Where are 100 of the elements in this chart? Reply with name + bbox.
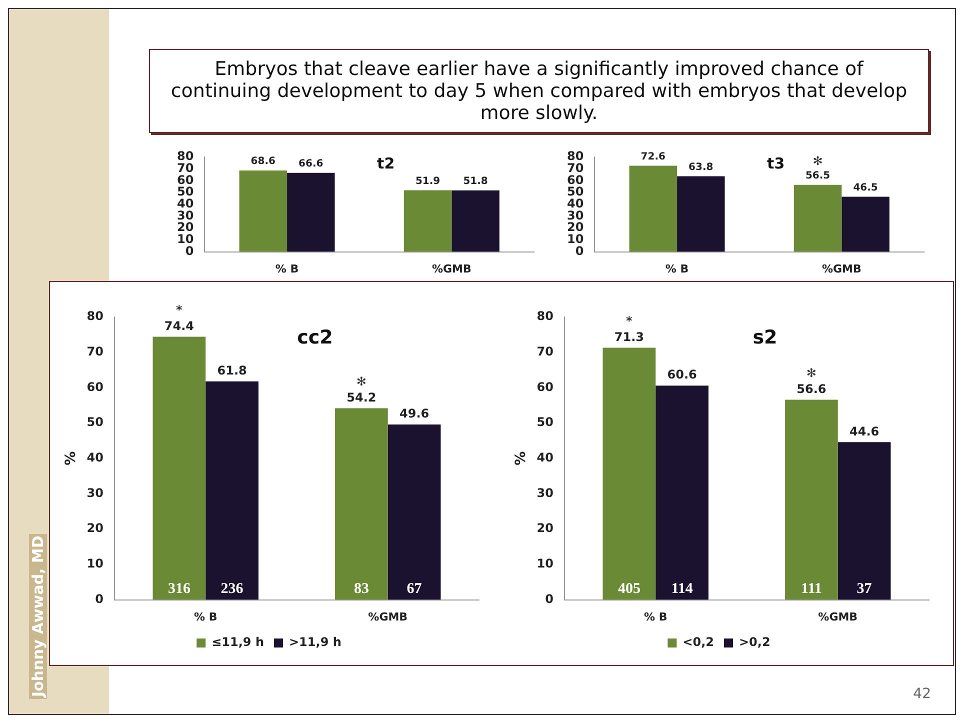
y-axis-title: % — [63, 451, 80, 466]
annotation: ✻ — [356, 374, 366, 388]
data-label: 51.8 — [463, 176, 488, 188]
bar — [335, 408, 388, 600]
x-tick-label: % B — [665, 262, 689, 276]
bar — [794, 184, 842, 252]
x-tick-label: % B — [275, 262, 299, 276]
data-label: 51.9 — [415, 176, 440, 187]
y-tick-label: 60 — [86, 380, 104, 394]
data-label: 49.6 — [399, 406, 430, 421]
y-tick-label: 0 — [545, 592, 554, 606]
annotation: 405 — [618, 581, 640, 598]
y-tick-label: 30 — [566, 208, 584, 222]
annotation: 114 — [671, 581, 694, 598]
annotation: 83 — [354, 581, 369, 598]
data-label: 72.6 — [640, 151, 666, 162]
annotation: * — [626, 314, 634, 328]
y-tick-label: 20 — [176, 220, 194, 234]
y-tick-label: 10 — [536, 556, 554, 571]
text: Embryos that cleave earlier have a significantly improved chance of continuing development to day 5 when compared with embryos that develop more slowly. — [170, 58, 908, 124]
y-tick-label: 30 — [536, 486, 554, 500]
bar — [239, 170, 288, 252]
data-label: 54.2 — [346, 390, 376, 404]
bar — [629, 166, 678, 252]
bar — [404, 190, 452, 252]
data-label: 56.5 — [805, 170, 830, 182]
y-tick-label: 20 — [86, 521, 104, 536]
annotation: ✻ — [812, 154, 823, 168]
y-tick-label: 30 — [86, 486, 104, 500]
bar — [206, 381, 258, 600]
data-label: 68.6 — [250, 156, 276, 168]
y-tick-label: 70 — [176, 160, 194, 175]
y-tick-label: 40 — [566, 196, 584, 211]
y-tick-label: 10 — [176, 232, 194, 246]
y-tick-label: 80 — [86, 309, 104, 324]
data-label: 44.6 — [849, 424, 880, 438]
y-tick-label: 20 — [536, 521, 554, 536]
annotation: * — [176, 302, 184, 317]
bar — [842, 196, 890, 252]
data-label: 61.8 — [217, 363, 247, 378]
y-tick-label: 40 — [86, 450, 104, 465]
data-label: 71.3 — [614, 330, 644, 344]
data-label: 60.6 — [667, 368, 697, 382]
y-tick-label: 10 — [86, 556, 104, 571]
y-tick-label: 80 — [566, 149, 584, 164]
text: cc2 — [297, 326, 333, 348]
annotation: 111 — [801, 581, 822, 598]
y-tick-label: 50 — [86, 415, 104, 430]
y-tick-label: 50 — [176, 184, 194, 199]
bar — [677, 176, 725, 252]
data-label: 63.8 — [688, 162, 714, 173]
y-tick-label: 70 — [86, 344, 104, 358]
x-tick-label: %GMB — [822, 262, 862, 276]
legend-label: >0,2 — [739, 635, 770, 650]
data-label: 66.6 — [298, 158, 324, 170]
y-tick-label: 0 — [575, 244, 584, 258]
y-tick-label: 80 — [176, 149, 194, 164]
bar — [152, 336, 206, 600]
x-tick-label: %GMB — [432, 262, 472, 276]
y-tick-label: 0 — [185, 244, 194, 258]
y-tick-label: 50 — [566, 184, 584, 199]
annotation: 67 — [406, 581, 422, 598]
y-tick-label: 30 — [176, 208, 194, 222]
text: Johnny Awwad, MD — [29, 534, 47, 699]
y-tick-label: 50 — [536, 415, 554, 430]
y-tick-label: 20 — [566, 220, 584, 234]
legend-label: >11,9 h — [289, 635, 342, 650]
x-tick-label: %GMB — [368, 610, 408, 624]
y-tick-label: 70 — [566, 160, 584, 175]
bar — [838, 442, 891, 600]
x-tick-label: % B — [194, 610, 218, 624]
y-tick-label: 40 — [176, 196, 194, 211]
annotation: ✻ — [806, 366, 816, 380]
x-tick-label: %GMB — [818, 610, 858, 624]
annotation: 37 — [856, 581, 872, 598]
bar — [287, 172, 335, 252]
chart-title: t3 — [767, 154, 785, 172]
y-tick-label: 40 — [536, 450, 554, 465]
bar — [656, 386, 708, 600]
y-tick-label: 0 — [95, 592, 104, 606]
text: s2 — [752, 326, 778, 348]
y-axis-title: % — [513, 451, 530, 466]
bar — [452, 190, 500, 252]
y-tick-label: 10 — [566, 232, 584, 246]
annotation: 236 — [220, 581, 244, 598]
legend-label: ≤11,9 h — [212, 635, 264, 650]
text: 42 — [913, 686, 931, 702]
annotation: 316 — [168, 581, 191, 598]
y-tick-label: 60 — [536, 380, 554, 394]
y-tick-label: 70 — [536, 344, 554, 358]
bar — [388, 424, 441, 600]
data-label: 74.4 — [164, 318, 194, 333]
bar — [785, 400, 838, 600]
chart-title: t2 — [377, 154, 395, 172]
bar — [602, 348, 656, 600]
y-tick-label: 60 — [176, 172, 194, 187]
legend-label: <0,2 — [682, 635, 714, 650]
data-label: 46.5 — [853, 182, 878, 194]
x-tick-label: % B — [644, 610, 668, 624]
y-tick-label: 80 — [536, 309, 554, 324]
